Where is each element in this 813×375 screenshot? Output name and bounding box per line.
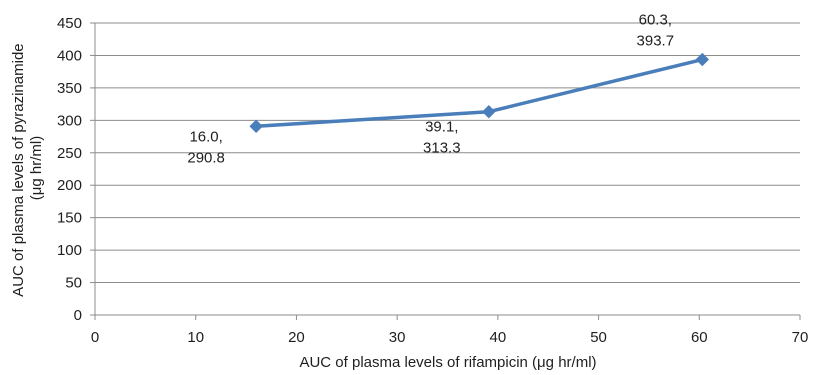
gridlines [95, 22, 800, 284]
x-tick-label: 40 [490, 329, 507, 346]
series-line [256, 57, 703, 129]
y-tick-label: 250 [57, 145, 82, 162]
data-label: 60.3, 393.7 [637, 12, 675, 50]
x-tick-label: 20 [288, 329, 305, 346]
axes [90, 22, 801, 320]
series [249, 52, 710, 134]
x-tick-label: 10 [187, 329, 204, 346]
y-tick-label: 150 [57, 210, 82, 227]
data-label-line: 313.3 [423, 140, 461, 157]
data-label-line: 290.8 [187, 149, 225, 166]
y-tick-label: 400 [57, 47, 82, 64]
data-labels: 16.0, 290.8 39.1, 313.3 60.3, 393.7 [187, 12, 674, 167]
y-tick-label: 450 [57, 15, 82, 32]
y-axis-title: AUC of plasma levels of pyrazinamide (μg… [10, 39, 45, 297]
y-tick-label: 0 [74, 307, 82, 324]
data-label-line: 60.3, [639, 12, 672, 29]
x-axis-title: AUC of plasma levels of rifampicin (μg h… [299, 354, 596, 371]
y-tick-labels: 0 50 100 150 200 250 300 350 400 450 [57, 15, 82, 324]
y-tick-label: 200 [57, 177, 82, 194]
y-tick-label: 350 [57, 80, 82, 97]
data-label-line: 393.7 [637, 33, 675, 50]
data-label: 39.1, 313.3 [423, 119, 461, 157]
data-label-line: 39.1, [425, 119, 458, 136]
x-tick-label: 70 [792, 329, 809, 346]
x-tick-label: 60 [691, 329, 708, 346]
x-tick-label: 30 [389, 329, 406, 346]
y-tick-label: 300 [57, 112, 82, 129]
x-tick-label: 50 [590, 329, 607, 346]
y-axis-title-line-1: AUC of plasma levels of pyrazinamide [10, 43, 27, 296]
data-label-line: 16.0, [189, 128, 222, 145]
y-tick-label: 100 [57, 242, 82, 259]
x-tick-labels: 0 10 20 30 40 50 60 70 [91, 329, 809, 346]
data-label: 16.0, 290.8 [187, 128, 225, 166]
y-tick-label: 50 [65, 275, 82, 292]
diamond-marker [482, 104, 496, 119]
diamond-marker [695, 52, 710, 67]
diamond-marker [249, 119, 263, 134]
y-axis-title-line-2: (μg hr/ml) [28, 136, 45, 200]
x-tick-label: 0 [91, 329, 99, 346]
